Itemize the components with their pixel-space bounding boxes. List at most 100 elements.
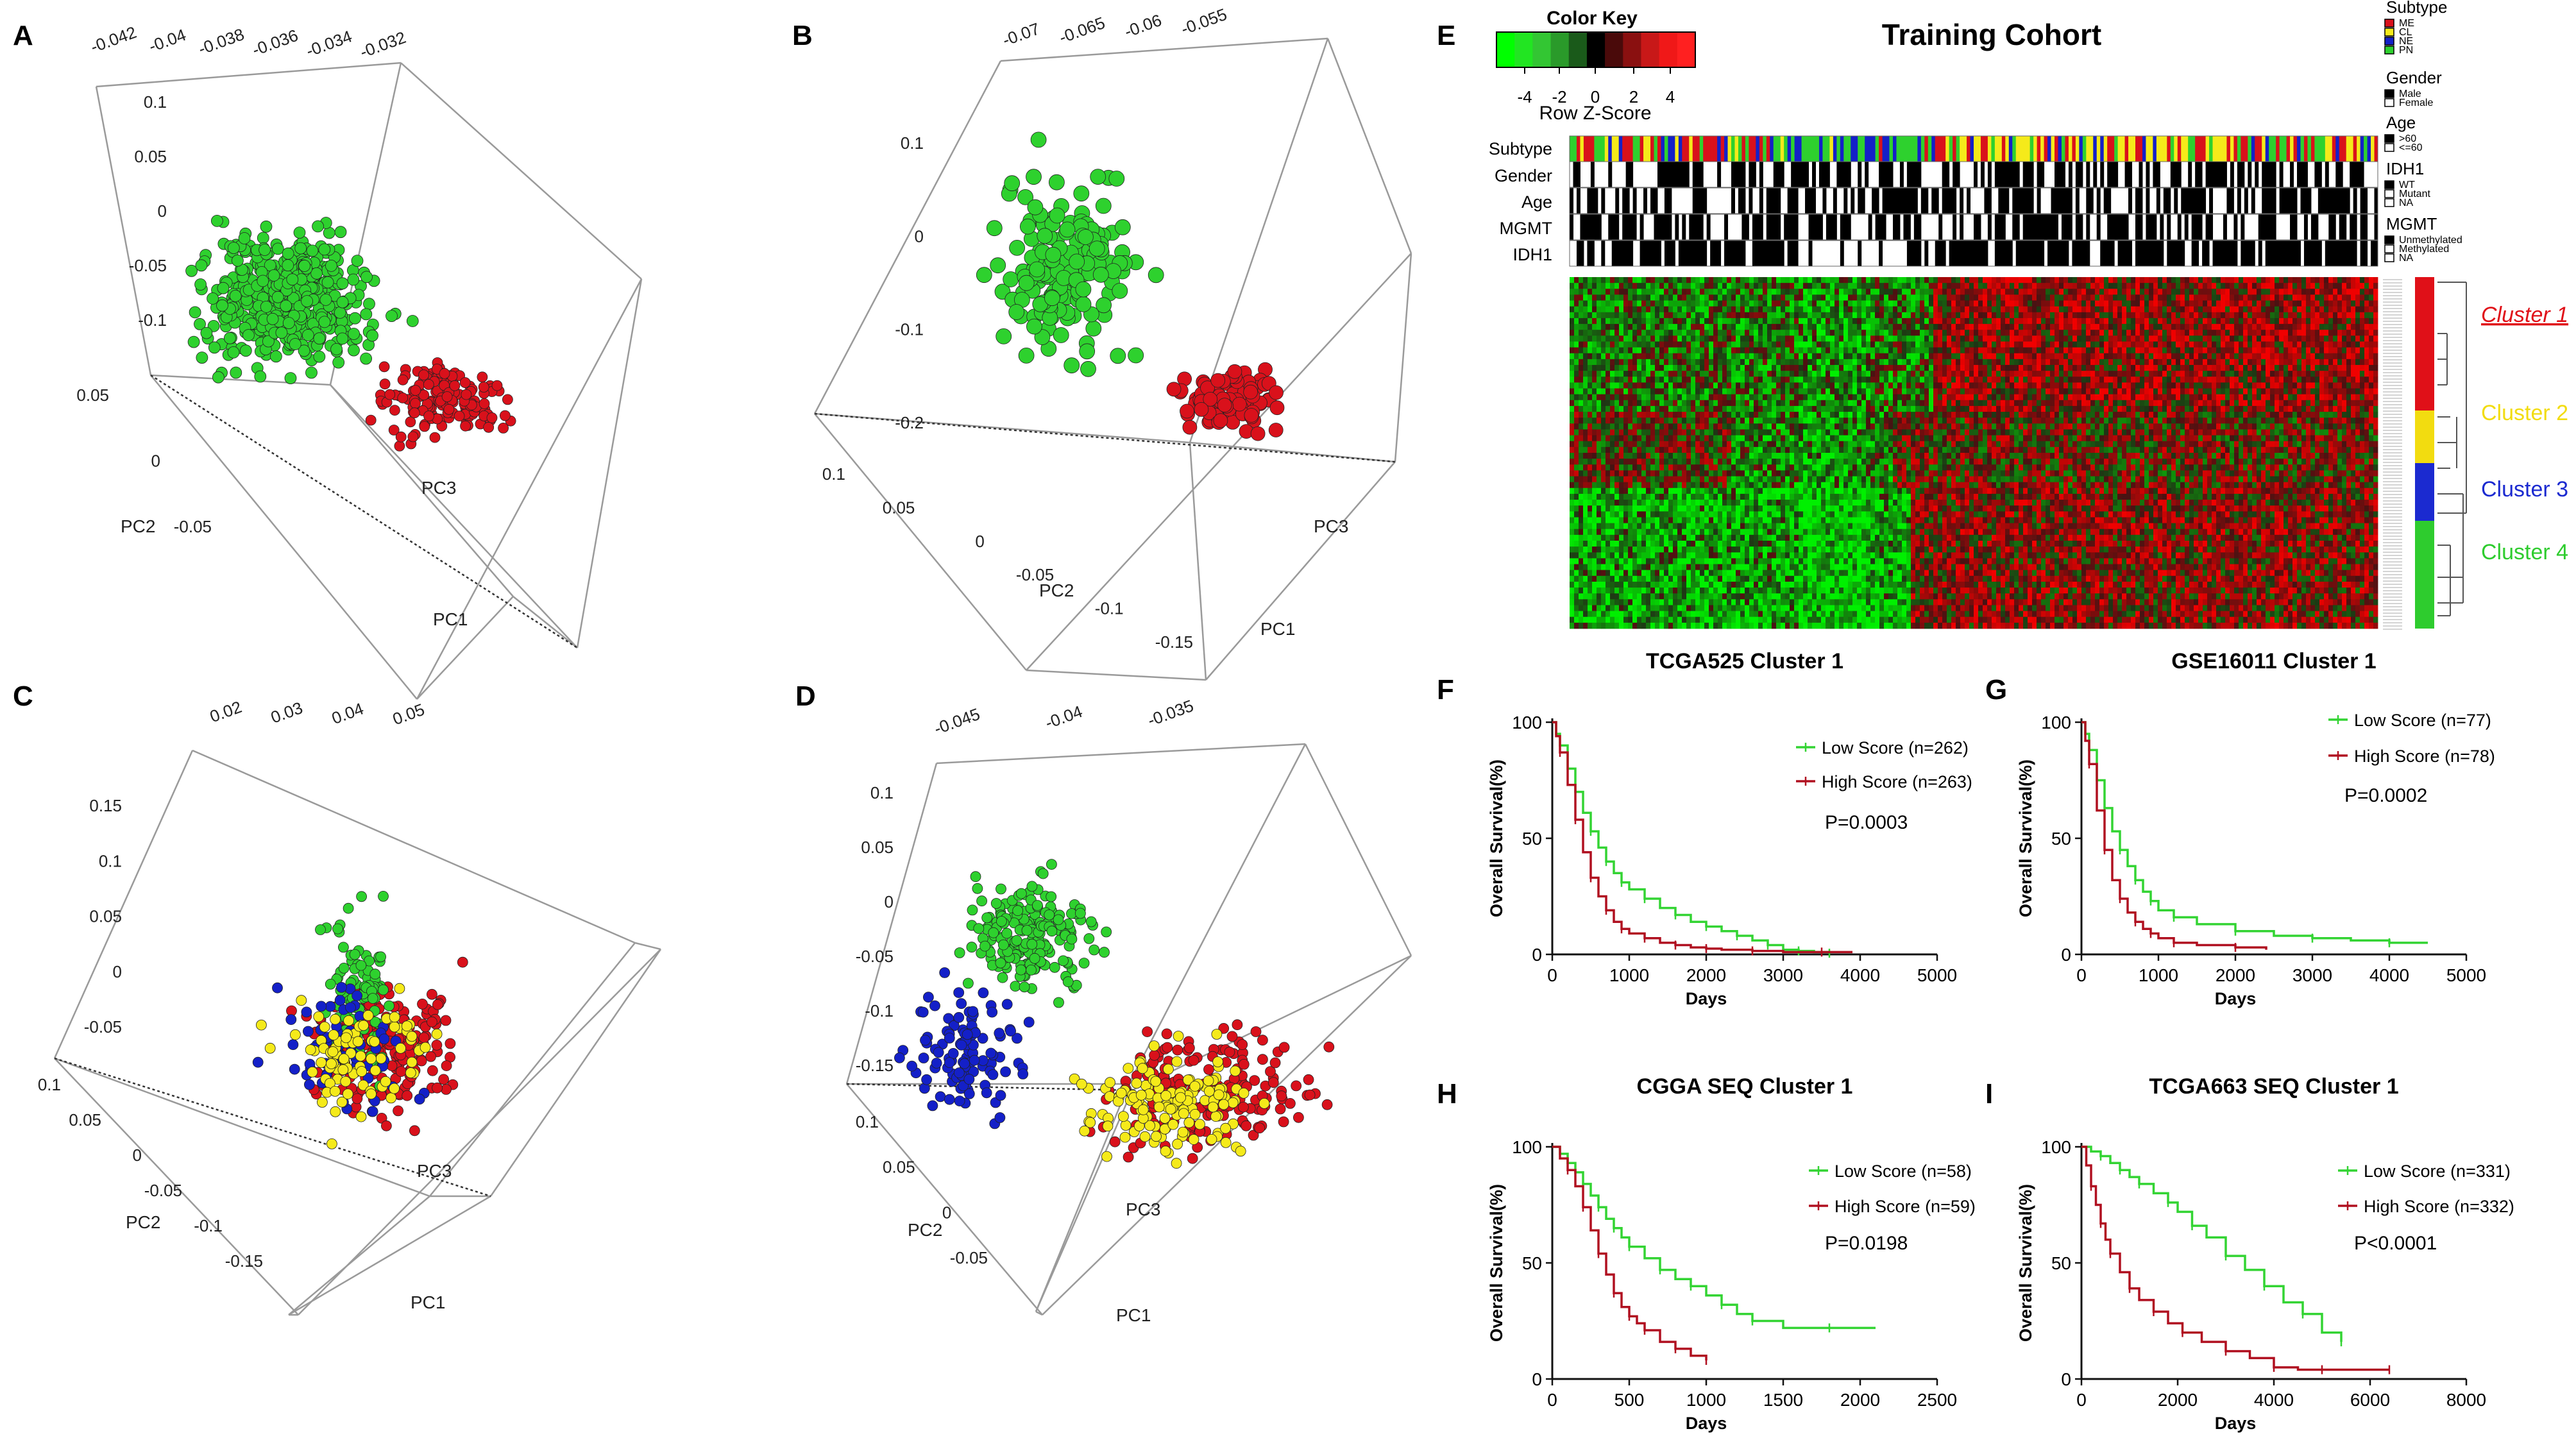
track-cell — [2022, 214, 2027, 240]
heatmap-cell — [2360, 312, 2365, 319]
heatmap-cell — [2144, 300, 2149, 307]
heatmap-cell — [2099, 317, 2105, 325]
scatter-point-blue — [1017, 1069, 1029, 1079]
heatmap-cell — [1686, 317, 1691, 325]
heatmap-cell — [2198, 335, 2203, 342]
heatmap-cell — [2292, 289, 2298, 295]
heatmap-cell — [1915, 294, 1920, 301]
scatter-point-red — [416, 1055, 427, 1067]
heatmap-cell — [1924, 294, 1929, 301]
track-cell — [2015, 241, 2020, 266]
heatmap-cell — [2135, 283, 2140, 289]
track-cell — [1949, 241, 1953, 266]
track-cell — [1913, 188, 1918, 214]
heatmap-cell — [1830, 341, 1835, 348]
heatmap-cell — [1843, 289, 1849, 295]
heatmap-cell — [2203, 330, 2208, 336]
track-cell — [2040, 214, 2045, 240]
heatmap-cell — [2270, 306, 2275, 313]
track-cell-subtype — [1657, 136, 1661, 162]
scatter-point-green — [1114, 219, 1131, 235]
heatmap-cell — [1700, 312, 1705, 319]
heatmap-cell — [1713, 324, 1718, 330]
heatmap-cell — [2180, 277, 2185, 283]
heatmap-cell — [1579, 341, 1584, 348]
scatter-point-yellow — [1167, 1119, 1179, 1130]
track-cell-subtype — [1763, 136, 1767, 162]
heatmap-cell — [1983, 312, 1988, 319]
heatmap-cell — [1718, 312, 1723, 319]
heatmap-cell — [1623, 312, 1629, 319]
scatter-point-green — [1044, 909, 1055, 920]
scatter-point-blue — [923, 992, 934, 1003]
heatmap-cell — [2010, 335, 2015, 342]
track-cell — [1938, 241, 1943, 266]
track-cell — [2255, 162, 2259, 187]
heatmap-cell — [1722, 294, 1727, 301]
track-cell-subtype — [1854, 136, 1858, 162]
track-cell — [1576, 162, 1580, 187]
heatmap-cell — [2068, 294, 2073, 301]
track-cell — [2146, 241, 2150, 266]
heatmap-cell — [2185, 277, 2190, 283]
heatmap-cell — [1592, 289, 1597, 295]
heatmap-cell — [1830, 317, 1835, 325]
heatmap-cell — [2144, 277, 2149, 283]
heatmap-cell — [2230, 300, 2235, 307]
track-cell — [1953, 241, 1957, 266]
heatmap-cell — [2167, 312, 2172, 319]
heatmap-cell — [1579, 324, 1584, 330]
heatmap-cell — [2135, 294, 2140, 301]
heatmap-cell — [2081, 306, 2087, 313]
track-cell — [1970, 241, 1974, 266]
heatmap-cell — [2279, 330, 2284, 336]
pca-box-edge — [96, 62, 402, 88]
track-cell — [1858, 188, 1862, 214]
heatmap-cell — [1686, 277, 1691, 283]
heatmap-cell — [1924, 317, 1929, 325]
heatmap-cell — [2328, 283, 2334, 289]
heatmap-cell — [2252, 330, 2257, 336]
heatmap-cell — [1879, 283, 1885, 289]
heatmap-cell — [1799, 306, 1804, 313]
scatter-point-red — [379, 378, 391, 390]
heatmap-cell — [1799, 283, 1804, 289]
heatmap-cell — [2140, 277, 2145, 283]
heatmap-cell — [2014, 283, 2019, 289]
track-cell-subtype — [2058, 136, 2062, 162]
color-key-segment — [1677, 32, 1696, 67]
heatmap-cell — [1772, 300, 1777, 307]
heatmap-cell — [1704, 341, 1709, 348]
heatmap-cell — [2158, 306, 2163, 313]
scatter-point-red — [1269, 385, 1284, 400]
heatmap-cell — [1960, 324, 1965, 330]
heatmap-cell — [2032, 294, 2037, 301]
heatmap-cell — [1996, 294, 2001, 301]
heatmap-cell — [1691, 277, 1696, 283]
track-cell — [1984, 241, 1988, 266]
heatmap-cell — [1790, 312, 1795, 319]
track-cell — [2058, 188, 2062, 214]
heatmap-cell — [2023, 330, 2028, 336]
heatmap-cell — [2005, 289, 2010, 295]
track-cell — [2360, 214, 2364, 240]
heatmap-cell — [2113, 306, 2118, 313]
heatmap-cell — [1677, 283, 1682, 289]
heatmap-cell — [1884, 330, 1889, 336]
heatmap-cell — [1812, 330, 1817, 336]
scatter-point-red — [443, 403, 455, 415]
track-cell-subtype — [1587, 136, 1591, 162]
heatmap-cell — [2369, 289, 2374, 295]
heatmap-cell — [1763, 300, 1768, 307]
scatter-point-green — [1112, 283, 1128, 299]
track-cell — [2279, 188, 2284, 214]
heatmap-cell — [1704, 312, 1709, 319]
heatmap-cell — [2162, 294, 2167, 301]
heatmap-cell — [1781, 324, 1786, 330]
scatter-point-red — [1278, 1116, 1289, 1128]
heatmap-cell — [1835, 317, 1840, 325]
heatmap-cell — [1866, 283, 1871, 289]
heatmap-cell — [1745, 306, 1750, 313]
heatmap-cell — [2059, 300, 2064, 307]
heatmap-cell — [1790, 341, 1795, 348]
